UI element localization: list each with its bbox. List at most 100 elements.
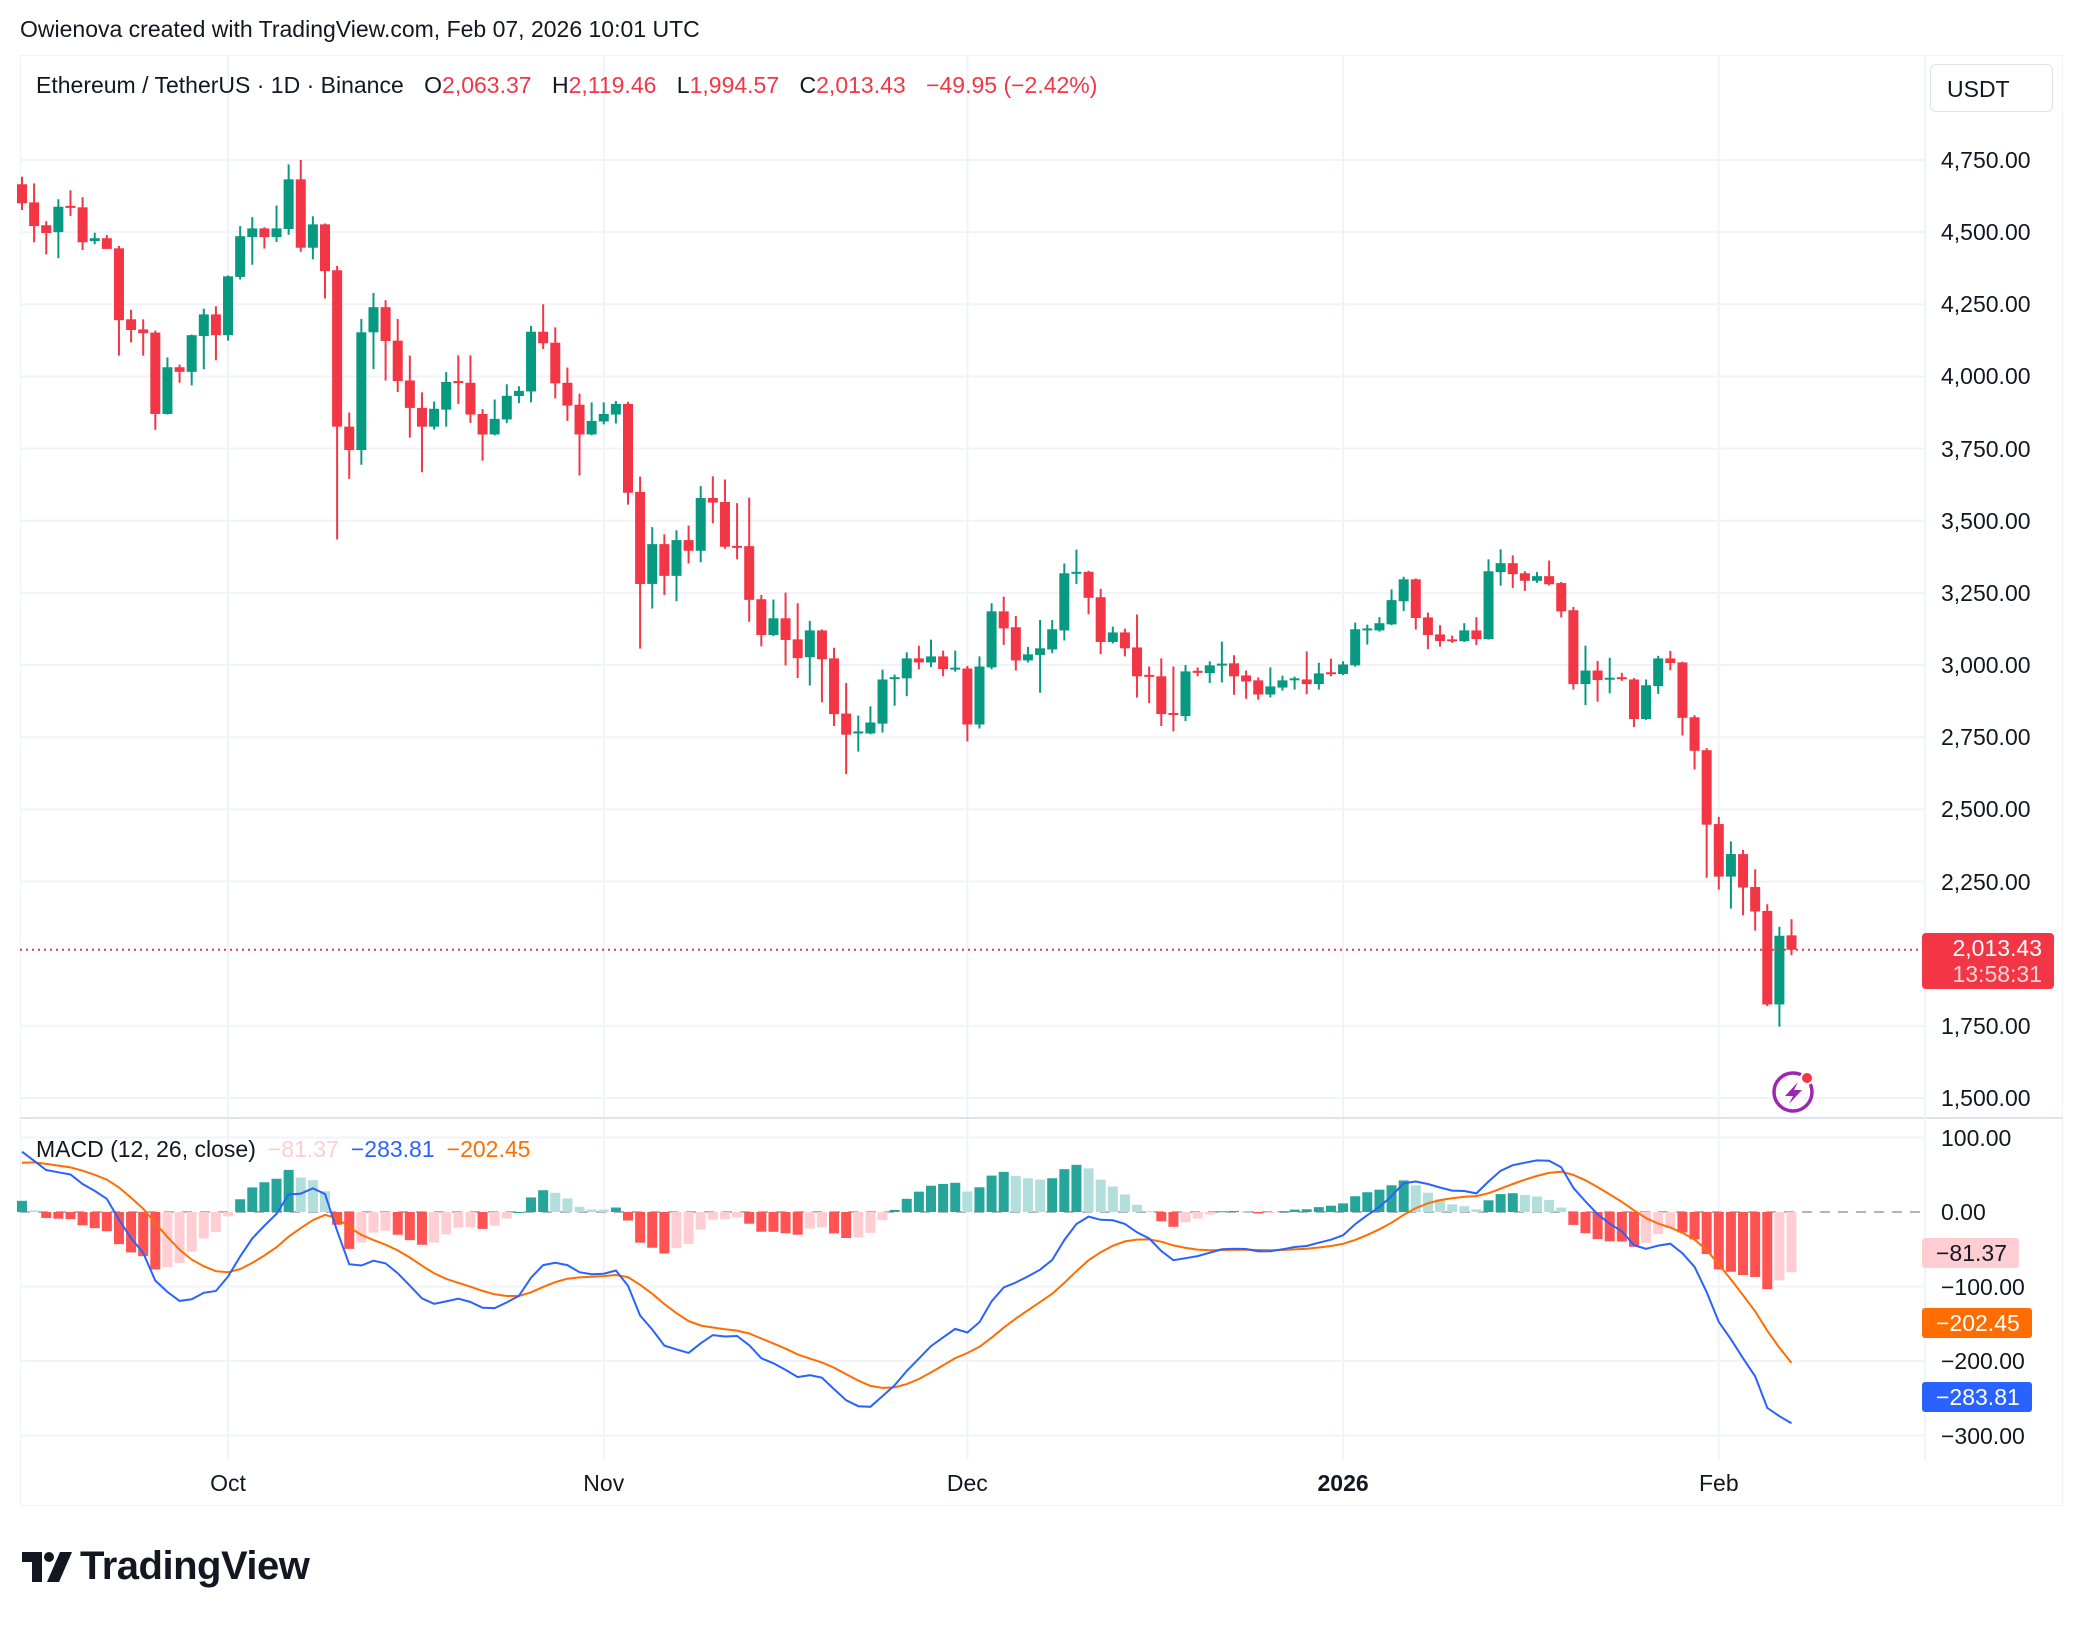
macd-histogram-bar — [1786, 1212, 1797, 1273]
macd-histogram-bar — [1229, 1210, 1239, 1212]
macd-histogram-bar — [1713, 1212, 1724, 1270]
macd-title[interactable]: MACD (12, 26, close) — [36, 1136, 256, 1162]
candle-body — [1144, 674, 1155, 677]
candle-body — [1374, 623, 1385, 631]
candle-body — [29, 202, 40, 227]
candle — [235, 226, 246, 280]
candle-body — [41, 225, 52, 234]
price-tick-label: 1,500.00 — [1941, 1084, 2031, 1111]
macd-histogram-bar — [392, 1212, 403, 1235]
candle — [1047, 620, 1058, 654]
candle — [792, 603, 803, 679]
macd-signal-axis-label: −202.45 — [1922, 1308, 2032, 1338]
macd-histogram-bar — [404, 1212, 415, 1241]
candle-body — [1180, 671, 1191, 717]
candle-body — [1156, 676, 1167, 715]
candle-body — [77, 207, 88, 243]
candle-body — [1071, 571, 1082, 574]
candle-body — [1265, 686, 1276, 695]
macd-histogram-bar — [1277, 1211, 1288, 1213]
candle — [1144, 666, 1155, 704]
candle-body — [598, 413, 609, 422]
macd-histogram-bar — [1774, 1212, 1785, 1281]
macd-histogram-bar — [1313, 1207, 1324, 1212]
price-tick-label: 2,500.00 — [1941, 796, 2031, 823]
candle — [538, 304, 549, 350]
candle — [756, 594, 767, 647]
candle — [1774, 926, 1785, 1027]
lightning-alert-icon[interactable] — [1772, 1071, 1814, 1113]
candle — [610, 400, 621, 424]
candle-body — [1289, 678, 1300, 681]
macd-histogram-bar — [1398, 1180, 1409, 1212]
macd-histogram-bar — [198, 1212, 209, 1239]
price-tick-label: 4,000.00 — [1941, 363, 2031, 390]
macd-histogram-bar — [1350, 1196, 1361, 1212]
candle — [1422, 612, 1433, 650]
candle-body — [986, 611, 997, 668]
candle — [307, 216, 318, 260]
macd-histogram-bar — [1289, 1209, 1300, 1212]
candle — [1665, 650, 1676, 671]
candle — [1059, 563, 1070, 641]
macd-histogram-bar — [865, 1212, 876, 1233]
candle — [1459, 623, 1470, 642]
macd-histogram-bar — [538, 1190, 549, 1212]
candle-body — [1229, 663, 1239, 677]
macd-histogram-bar — [1107, 1186, 1118, 1212]
candle — [392, 319, 403, 393]
macd-legend: MACD (12, 26, close) −81.37 −283.81 −202.45 — [36, 1136, 530, 1163]
macd-histogram-bar — [1180, 1212, 1191, 1223]
candle-body — [1095, 597, 1106, 642]
candle — [368, 293, 379, 369]
macd-histogram-bar — [1132, 1204, 1143, 1212]
candle — [150, 330, 161, 430]
candle-body — [1168, 712, 1179, 715]
symbol-legend: Ethereum / TetherUS · 1D · Binance O2,06… — [36, 72, 1097, 99]
candle — [598, 402, 609, 425]
candle-body — [732, 545, 743, 548]
candle — [1107, 626, 1118, 644]
candle-body — [998, 611, 1009, 629]
macd-histogram-bar — [1507, 1193, 1518, 1212]
candle-body — [235, 236, 246, 277]
macd-histogram-bar — [235, 1199, 246, 1212]
candle-body — [404, 380, 415, 408]
macd-histogram-bar — [1459, 1206, 1470, 1212]
macd-histogram-bar — [1689, 1212, 1700, 1240]
currency-button[interactable]: USDT — [1930, 64, 2053, 112]
macd-histogram-bar — [707, 1212, 718, 1220]
candle — [174, 364, 185, 383]
candle-body — [1119, 632, 1130, 649]
candle-body — [150, 332, 161, 414]
candle — [889, 674, 900, 706]
macd-histogram-bar — [247, 1187, 258, 1212]
macd-histogram-bar — [1374, 1189, 1385, 1212]
candle-body — [1459, 630, 1470, 642]
macd-histogram-bar — [829, 1212, 840, 1234]
macd-histogram-bar — [223, 1212, 234, 1217]
macd-histogram-bar — [1059, 1169, 1070, 1212]
macd-histogram-bar — [962, 1191, 973, 1212]
candle — [877, 669, 888, 733]
macd-histogram-bar — [320, 1191, 330, 1212]
candle-body — [865, 722, 876, 734]
candle — [1180, 665, 1191, 722]
macd-histogram-bar — [1471, 1209, 1482, 1212]
macd-hist-value: −81.37 — [267, 1136, 339, 1162]
price-tick-label: 2,250.00 — [1941, 868, 2031, 895]
macd-histogram-bar — [1495, 1194, 1506, 1212]
symbol-name[interactable]: Ethereum / TetherUS · 1D · Binance — [36, 72, 404, 98]
candle-body — [138, 329, 149, 334]
candle-body — [1471, 630, 1482, 640]
tradingview-logo[interactable]: TradingView — [22, 1544, 310, 1589]
candle — [1119, 628, 1130, 657]
macd-histogram-bar — [950, 1182, 961, 1212]
candle-body — [768, 618, 779, 636]
candle — [623, 401, 633, 505]
macd-histogram-bar — [271, 1178, 282, 1212]
macd-histogram-bar — [1325, 1205, 1336, 1212]
macd-histogram-bar — [1738, 1212, 1749, 1276]
macd-histogram-bar — [768, 1212, 779, 1232]
